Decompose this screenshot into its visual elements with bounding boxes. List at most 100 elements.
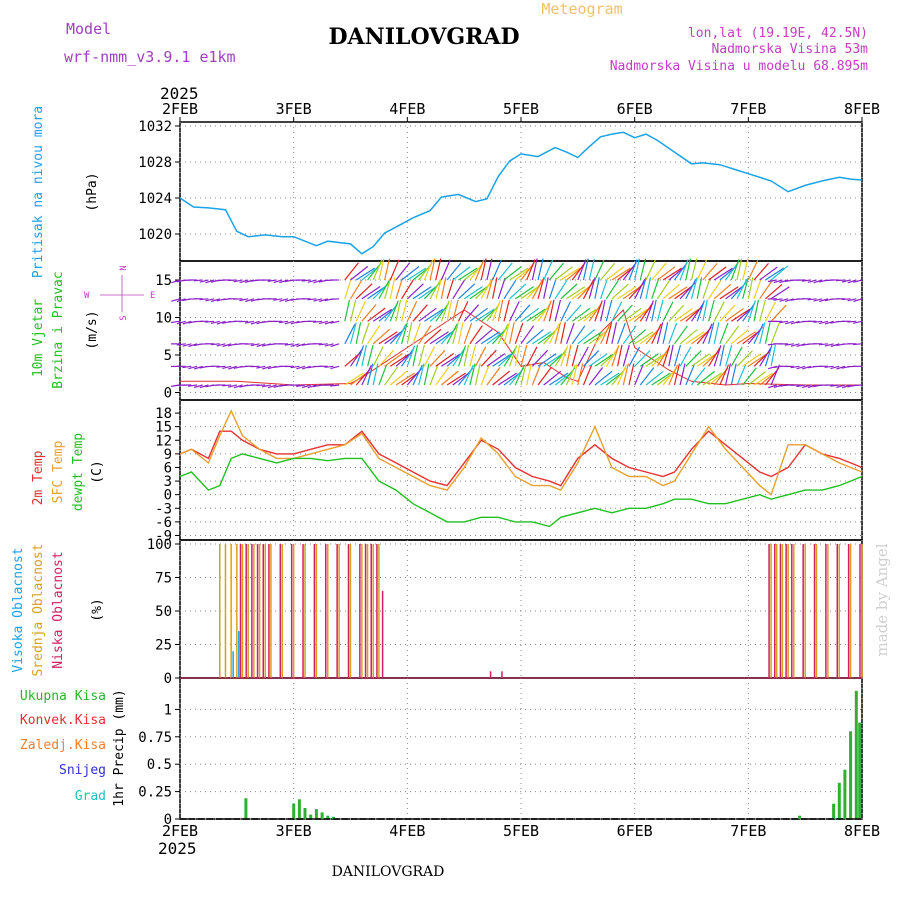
- wind-barb: [554, 266, 573, 281]
- elevation-text: Nadmorska Visina 53m: [711, 42, 868, 57]
- wind-barb: [813, 298, 823, 302]
- wind-barb: [713, 301, 725, 322]
- wind-barb: [378, 349, 395, 367]
- wind-barb: [554, 347, 568, 367]
- wind-barb: [193, 279, 203, 282]
- x-tick-label-top: 6FEB: [617, 100, 653, 118]
- wind-barb: [548, 323, 560, 345]
- wind-barb: [486, 353, 506, 367]
- wind-barb: [395, 372, 415, 386]
- wind-barb: [841, 279, 851, 283]
- wind-barb: [779, 320, 789, 324]
- wind-barb: [679, 363, 686, 386]
- wind-barb: [492, 259, 502, 281]
- cloud-mid-label: Srednja Oblacnost: [31, 543, 46, 676]
- wind-barb: [600, 372, 620, 386]
- wind-barb: [492, 353, 512, 367]
- wind-barb: [446, 277, 455, 299]
- wind-barb: [349, 322, 357, 344]
- precip-bar: [320, 812, 324, 819]
- wind-barb: [350, 347, 364, 367]
- wind-barb: [565, 344, 572, 367]
- wind-barb: [696, 353, 716, 367]
- wind-barb: [651, 262, 667, 281]
- wind-barb: [526, 328, 544, 345]
- wind-barb: [770, 364, 781, 386]
- wind-barb: [452, 347, 466, 367]
- wind-barb: [210, 320, 220, 324]
- wind-barb: [673, 344, 682, 367]
- wind-barb: [634, 364, 644, 386]
- wind-label-1: 10m Vjetar: [31, 299, 46, 377]
- wind-barb: [736, 364, 747, 386]
- cloud-unit: (%): [90, 598, 105, 621]
- data-marks: [170, 131, 863, 820]
- wind-barb: [824, 343, 834, 347]
- y-tick-label: 1020: [138, 227, 172, 243]
- wind-barb: [319, 298, 328, 303]
- wind-barb: [554, 279, 568, 300]
- wind-barb: [349, 299, 357, 322]
- x-tick-label-bottom: 5FEB: [503, 822, 539, 840]
- wind-barb: [807, 384, 817, 389]
- wind-barb: [222, 343, 232, 348]
- wind-barb: [691, 367, 706, 386]
- wind-barb: [588, 277, 596, 299]
- wind-barb: [611, 267, 631, 281]
- x-tick-label-bottom: 8FEB: [844, 822, 880, 840]
- compass-west: W: [84, 291, 90, 301]
- wind-barb: [696, 370, 715, 386]
- wind-barb: [503, 347, 517, 367]
- cloud-panel-labels: Visoka Oblacnost Srednja Oblacnost Niska…: [11, 543, 105, 676]
- wind-barb: [560, 283, 578, 300]
- wind-barb: [344, 299, 351, 322]
- wind-barb: [384, 353, 403, 367]
- wind-barb: [719, 286, 739, 300]
- precip-panel-labels: Ukupna Kisa Konvek.Kisa Zaledj.Kisa Snij…: [20, 689, 127, 807]
- wind-barb: [423, 259, 434, 281]
- x-tick-label-top: 7FEB: [730, 100, 766, 118]
- wind-barb: [480, 364, 490, 386]
- wind-barb: [273, 279, 283, 284]
- wind-barb: [719, 364, 730, 386]
- wind-barb: [634, 331, 654, 345]
- wind-barb: [361, 286, 381, 300]
- wind-barb: [401, 347, 415, 367]
- wind-barb: [796, 365, 806, 370]
- wind-barb: [690, 258, 698, 281]
- wind-barb: [384, 277, 392, 299]
- wind-barb: [406, 345, 416, 367]
- page-title: DANILOVGRAD: [328, 24, 519, 50]
- wind-barb: [446, 299, 453, 322]
- wind-barb: [401, 299, 408, 322]
- wind-barb: [367, 363, 374, 386]
- wind-barb: [813, 279, 823, 284]
- wind-barb: [543, 300, 552, 322]
- wind-barb: [770, 344, 776, 367]
- compass-north: N: [119, 265, 129, 270]
- wind-barb: [176, 320, 186, 325]
- wind-barb: [520, 363, 527, 386]
- wind-barb: [233, 384, 243, 389]
- wind-barb: [736, 278, 748, 300]
- wind-barb: [841, 384, 851, 389]
- wind-barb: [836, 365, 846, 370]
- wind-barb: [324, 365, 334, 368]
- wind-barb: [790, 320, 800, 325]
- temp-dew-label: dewpt Temp: [71, 433, 86, 511]
- wind-barb: [674, 325, 688, 345]
- wind-barb: [656, 299, 664, 322]
- wind-barb: [330, 298, 340, 300]
- wind-barb: [768, 384, 777, 389]
- precip-bar: [297, 799, 301, 819]
- wind-barb: [211, 298, 220, 303]
- wind-barb: [307, 384, 317, 389]
- wind-barb: [497, 372, 518, 386]
- wind-barb: [537, 302, 552, 322]
- wind-barb: [847, 279, 857, 284]
- wind-barb: [222, 365, 232, 369]
- wind-barb: [702, 277, 711, 299]
- y-tick-label: 75: [155, 571, 172, 587]
- wind-barb: [446, 323, 458, 345]
- wind-barb: [509, 345, 518, 367]
